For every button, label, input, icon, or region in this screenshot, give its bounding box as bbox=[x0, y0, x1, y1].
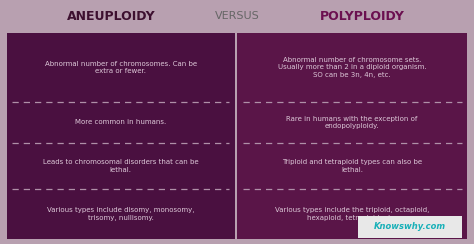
Text: Triploid and tetraploid types can also be
lethal.: Triploid and tetraploid types can also b… bbox=[282, 159, 422, 173]
Text: More common in humans.: More common in humans. bbox=[75, 119, 166, 125]
Text: Various types include disomy, monosomy,
trisomy, nullisomy.: Various types include disomy, monosomy, … bbox=[47, 207, 195, 221]
Text: Abnormal number of chromosomes. Can be
extra or fewer.: Abnormal number of chromosomes. Can be e… bbox=[45, 61, 197, 74]
Text: POLYPLOIDY: POLYPLOIDY bbox=[320, 10, 405, 23]
Text: Various types include the triploid, octaploid,
hexaploid, tetraploid, etc.: Various types include the triploid, octa… bbox=[275, 207, 429, 221]
Text: Leads to chromosomal disorders that can be
lethal.: Leads to chromosomal disorders that can … bbox=[43, 159, 199, 173]
Text: Rare in humans with the exception of
endopolyploidy.: Rare in humans with the exception of end… bbox=[286, 116, 418, 129]
Bar bbox=[237, 33, 467, 239]
Bar bbox=[358, 216, 462, 238]
Text: Abnormal number of chromosome sets.
Usually more than 2 in a diploid organism.
S: Abnormal number of chromosome sets. Usua… bbox=[278, 57, 427, 78]
Text: VERSUS: VERSUS bbox=[215, 11, 259, 21]
Text: ANEUPLOIDY: ANEUPLOIDY bbox=[67, 10, 155, 23]
Text: Knowswhy.com: Knowswhy.com bbox=[374, 223, 446, 231]
Bar bbox=[7, 33, 235, 239]
